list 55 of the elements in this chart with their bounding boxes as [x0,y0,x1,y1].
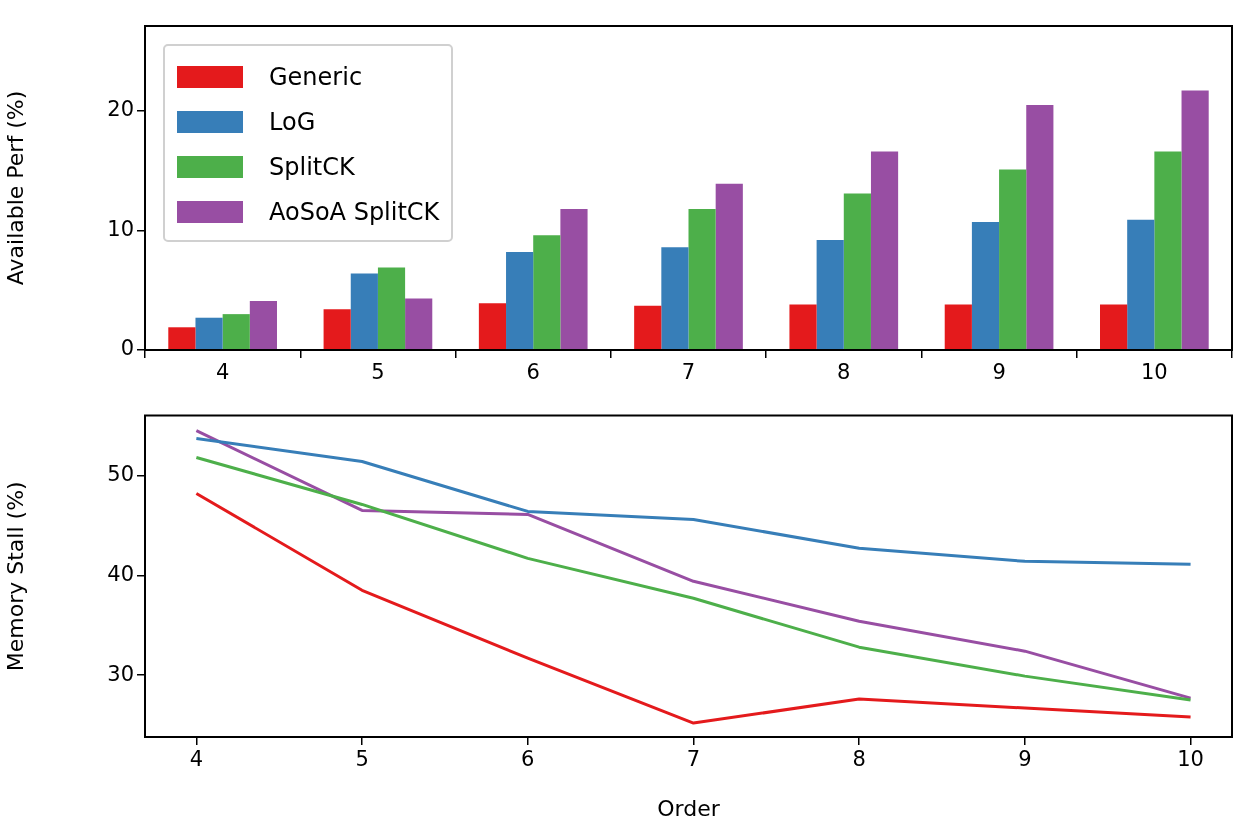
x-tick-label: 8 [837,360,851,385]
bar [560,208,588,350]
bar [789,304,817,350]
bar [1181,90,1209,350]
y-tick-label: 40 [107,561,134,586]
bar [1026,104,1054,350]
x-tick-label: 5 [371,360,385,385]
bar [533,235,561,350]
bar [377,267,406,350]
bar [634,305,662,350]
bar [168,327,196,350]
x-tick-label: 7 [681,360,696,385]
bar [405,298,433,350]
bar [222,314,250,350]
bar [843,193,871,350]
bar [1154,151,1182,350]
bar [1127,219,1155,350]
x-tick-label: 10 [1140,360,1168,385]
x-tick-label: 9 [1018,747,1032,772]
legend-label: SplitCK [269,152,355,181]
x-tick-label: 4 [215,360,230,385]
bar [661,247,689,350]
legend-label: AoSoA SplitCK [269,197,440,226]
x-tick-label: 10 [1177,747,1204,772]
bar [816,240,844,350]
bar [506,251,534,350]
x-tick-label: 7 [686,747,701,772]
y-axis-title: Available Perf (%) [2,90,28,286]
bar [478,303,507,350]
x-tick-label: 6 [521,747,535,772]
legend-label: Generic [269,62,363,91]
bar [1100,304,1128,350]
bar [195,317,223,350]
x-axis-title: Order [657,795,721,821]
bar [870,151,899,350]
bar [323,309,351,350]
y-tick-label: 0 [120,336,134,361]
y-tick-label: 30 [107,661,134,686]
bar [999,169,1027,350]
y-tick-label: 50 [107,461,134,486]
bar [715,183,743,350]
x-tick-label: 6 [526,360,540,385]
legend-label: LoG [269,107,316,136]
x-tick-label: 5 [355,747,369,772]
bar [971,222,1000,350]
x-tick-label: 4 [189,747,204,772]
y-tick-label: 20 [107,97,134,122]
bar [688,208,716,350]
x-tick-label: 9 [992,360,1006,385]
y-axis-title: Memory Stall (%) [2,481,28,672]
bar [249,300,277,350]
bar [350,273,378,350]
y-tick-label: 10 [107,216,134,241]
bar [944,304,972,350]
x-tick-label: 8 [852,747,866,772]
